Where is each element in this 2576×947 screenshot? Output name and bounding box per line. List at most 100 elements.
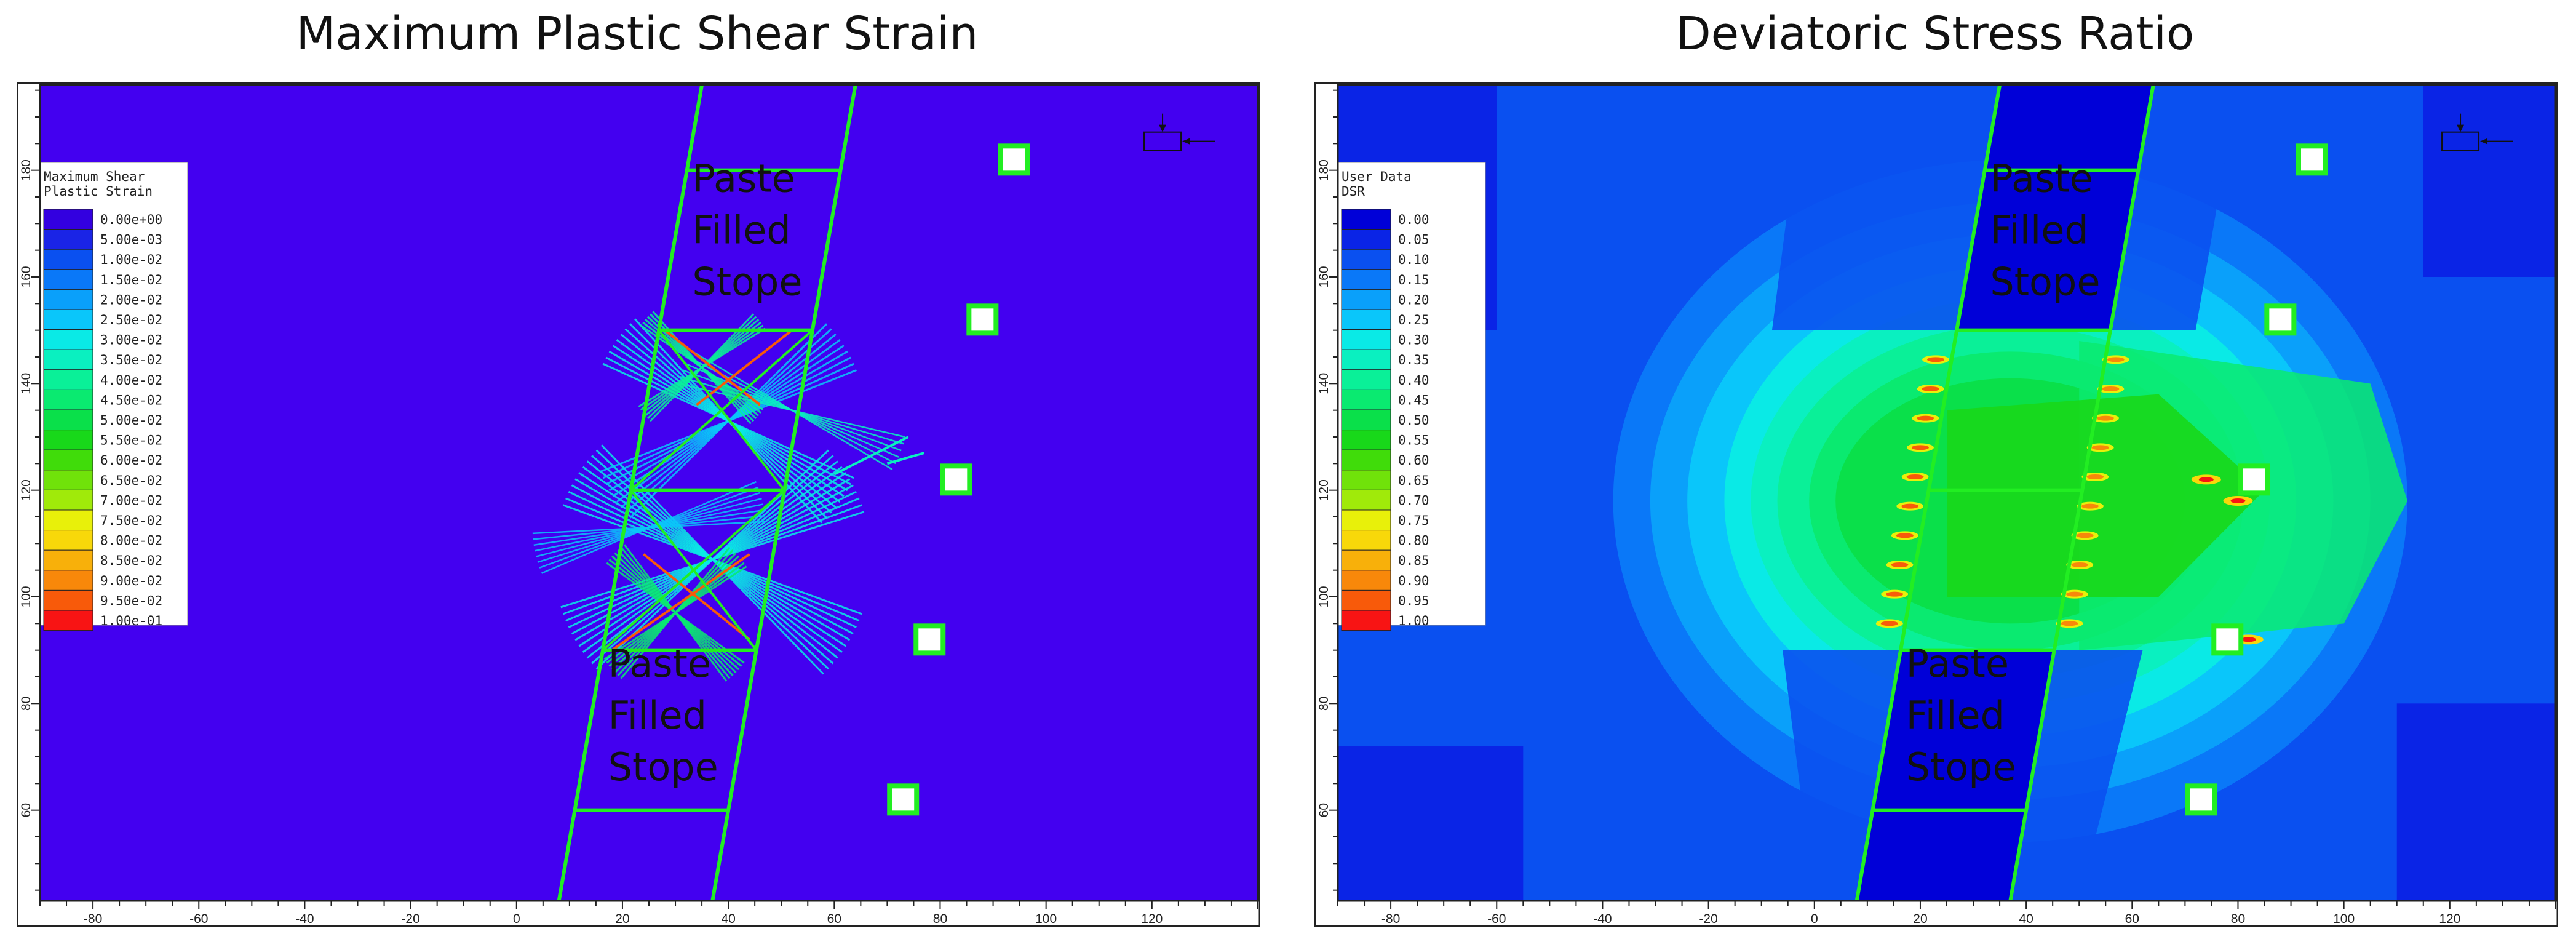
monitoring-point (2185, 783, 2217, 816)
legend-label: 6.00e-02 (100, 453, 162, 468)
stress-hotspot (2076, 533, 2094, 538)
x-tick-label: 40 (721, 912, 735, 926)
y-tick-label: 180 (1317, 159, 1331, 181)
legend-swatch (43, 289, 93, 310)
x-tick-label: -20 (1699, 912, 1717, 926)
stress-hotspot (1886, 591, 1904, 597)
legend-label: 7.00e-02 (100, 493, 162, 508)
legend-swatch (1341, 249, 1391, 270)
legend-label: 1.50e-02 (100, 273, 162, 287)
stress-hotspot (1891, 562, 1909, 567)
legend-label: 2.00e-02 (100, 292, 162, 307)
high-strain-band (696, 329, 793, 406)
x-tick-label: -80 (84, 912, 102, 926)
legend-label: 4.00e-02 (100, 373, 162, 388)
legend-swatch (43, 369, 93, 390)
stress-hotspot (2086, 474, 2104, 479)
legend-label: 4.50e-02 (100, 393, 162, 407)
legend-swatch (43, 430, 93, 450)
y-tick-label: 80 (19, 697, 33, 711)
monitoring-point (2238, 463, 2270, 496)
shear-band (541, 481, 757, 574)
shear-band (833, 436, 909, 476)
stope-label-line: Paste (1906, 641, 2009, 686)
stope-label-line: Paste (608, 641, 711, 686)
stope-label: Paste Filled Stope (1990, 156, 2100, 304)
legend-label: 0.00 (1398, 212, 1429, 227)
legend-label: 0.95 (1398, 593, 1429, 608)
stope-brace (630, 489, 758, 651)
legend-swatch (1341, 530, 1391, 551)
legend-swatch (43, 470, 93, 490)
legend-swatch (43, 509, 93, 531)
stope-label: Paste Filled Stope (692, 156, 802, 304)
legend-label: 5.00e-03 (100, 233, 162, 247)
legend-swatch (1341, 329, 1391, 350)
legend-label: 0.90 (1398, 573, 1429, 588)
stress-hotspot (1927, 357, 1945, 362)
x-tick-label: 60 (827, 912, 841, 926)
shear-band (562, 504, 862, 615)
stress-hotspot (2097, 415, 2115, 421)
x-tick-label: 120 (1141, 912, 1163, 926)
stope-label-line: Stope (1990, 259, 2100, 304)
stress-hotspot (1911, 445, 1929, 450)
x-tick-label: 20 (615, 912, 629, 926)
max-plastic-shear-strain-plot: Paste Filled Stope Paste Filled Stope Maximum … (17, 82, 1260, 927)
stress-hotspot (2198, 477, 2214, 482)
legend-label: 0.80 (1398, 533, 1429, 548)
stress-hotspot (2071, 562, 2089, 567)
stope-wall-right (2008, 85, 2155, 901)
legend-label: 0.20 (1398, 292, 1429, 307)
stress-hotspot (2065, 591, 2083, 597)
x-tick-label: -80 (1381, 912, 1400, 926)
y-tick-label: 160 (1317, 266, 1331, 287)
boundary-arrowhead (1182, 138, 1190, 145)
stress-hotspot (1896, 533, 1914, 538)
legend-swatch (43, 449, 93, 471)
legend-label: 0.55 (1398, 433, 1429, 448)
y-tick-label: 140 (19, 373, 33, 394)
stope-brace (658, 329, 785, 491)
legend-title: Plastic Strain (44, 184, 153, 199)
stope-wall-left (1854, 85, 2002, 901)
legend-title: Maximum Shear (44, 169, 145, 184)
low-stress-region (1338, 746, 1524, 901)
high-strain-band (611, 553, 750, 652)
legend-label: 0.50 (1398, 413, 1429, 428)
legend-swatch (1341, 269, 1391, 290)
shear-band (602, 362, 854, 479)
legend-label: 0.75 (1398, 513, 1429, 528)
legend-swatch (43, 229, 93, 250)
legend-swatch (43, 389, 93, 410)
legend-swatch (1341, 309, 1391, 330)
stope-label: Paste Filled Stope (608, 641, 718, 789)
legend-label: 9.00e-02 (100, 573, 162, 588)
stope-label-line: Filled (1906, 693, 2005, 738)
x-tick-label: 40 (2019, 912, 2033, 926)
legend-label: 0.70 (1398, 493, 1429, 508)
monitoring-point (966, 303, 999, 336)
legend-swatch (43, 309, 93, 330)
stress-hotspot (2081, 503, 2099, 509)
boundary-arrowhead (1159, 124, 1167, 132)
stope-label-line: Paste (692, 156, 795, 201)
stope-label-line: Paste (1990, 156, 2093, 201)
stress-hotspot (2230, 498, 2246, 503)
shear-band (640, 324, 764, 411)
stope-label-line: Stope (1906, 745, 2016, 789)
monitoring-point (998, 143, 1030, 176)
contour-field: Paste Filled Stope Paste Filled Stope Maximum … (40, 85, 1258, 901)
contour-field: Paste Filled Stope Paste Filled Stope User Dat… (1338, 85, 2556, 901)
shear-band (678, 382, 906, 438)
legend-swatch (1341, 470, 1391, 490)
legend-swatch (43, 489, 93, 511)
legend-label: 1.00 (1398, 613, 1429, 628)
high-strain-band (664, 329, 761, 406)
y-tick-label: 80 (1317, 697, 1331, 711)
shear-band (606, 562, 745, 664)
legend-label: 1.00e-01 (100, 613, 162, 628)
legend-swatch (1341, 509, 1391, 531)
legend-label: 0.45 (1398, 393, 1429, 407)
legend-label: 0.35 (1398, 353, 1429, 367)
